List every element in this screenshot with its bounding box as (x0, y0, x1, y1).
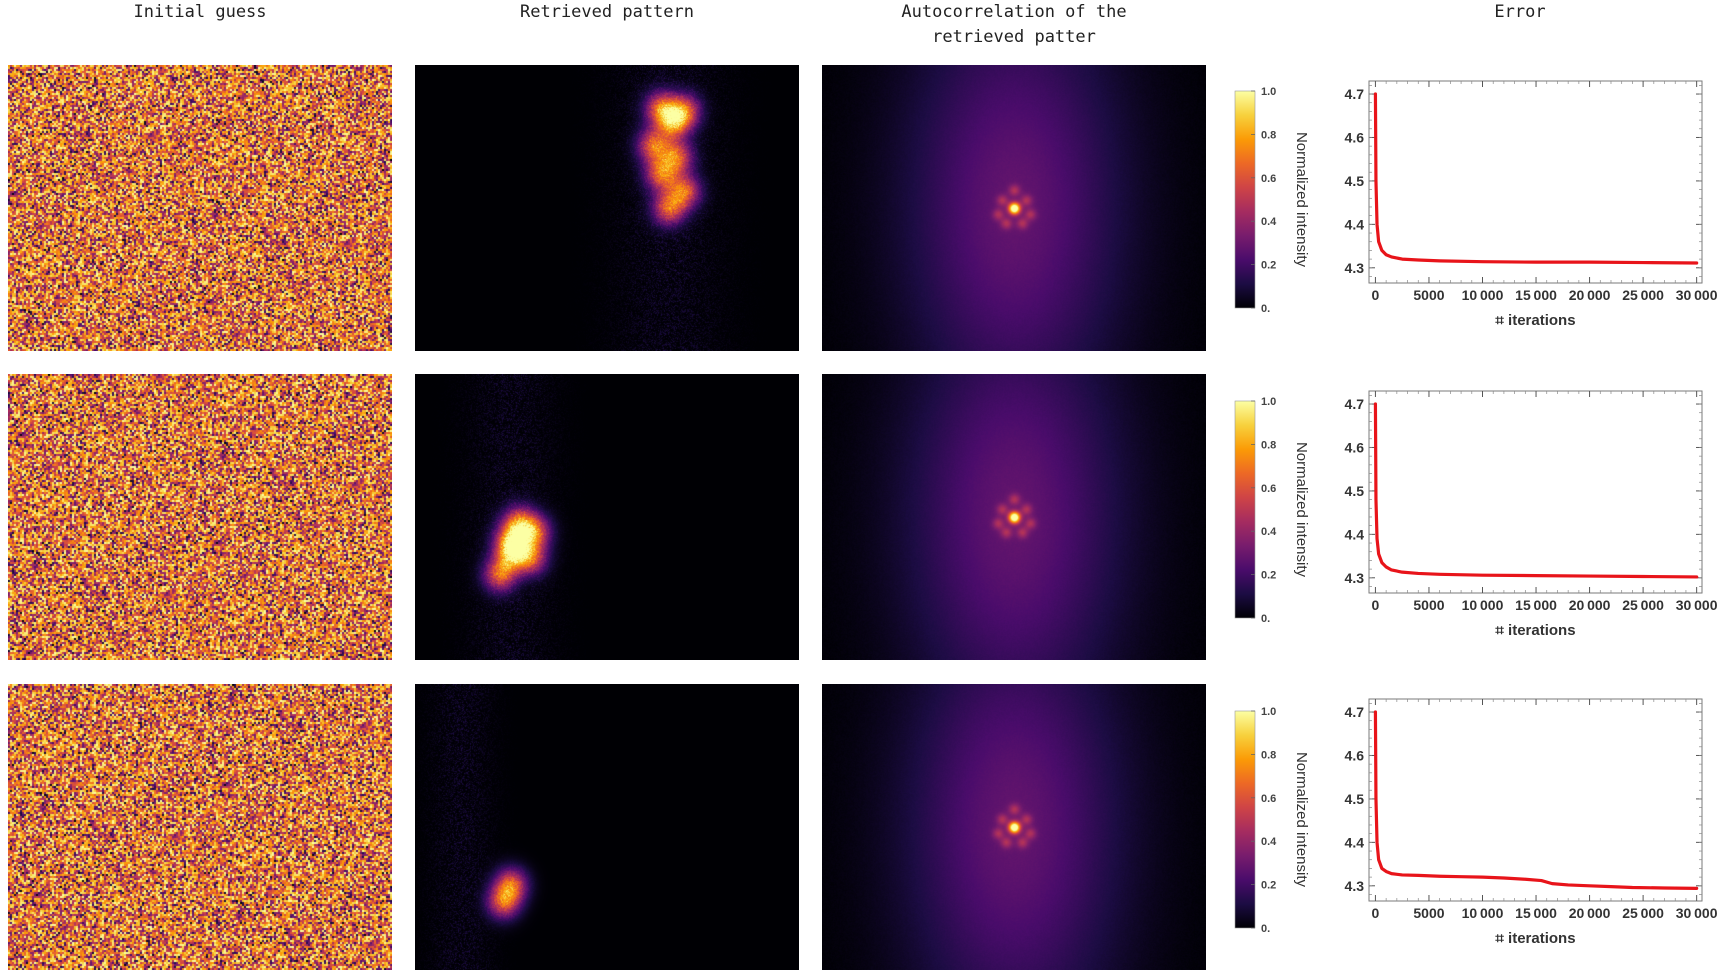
x-tick-label: 30 000 (1676, 287, 1718, 303)
colorbar-gradient (1234, 400, 1256, 619)
colorbar-tick-label: 0. (1261, 613, 1270, 625)
autocorrelation-image-3 (822, 684, 1206, 970)
colorbar-tick-label: 0. (1261, 303, 1270, 315)
x-tick-label: 10 000 (1462, 905, 1504, 921)
error-plot-2: 4.7 4.6 4.5 4.4 4.3 0 5000 10 000 15 000 20 000 25… (1345, 390, 1718, 639)
x-tick-label: 15 000 (1515, 287, 1557, 303)
y-tick-label: 4.6 (1345, 747, 1365, 763)
x-tick-label: 5000 (1413, 597, 1444, 613)
y-tick-label: 4.6 (1345, 129, 1365, 145)
colorbar-label: Normalized intensity (1293, 442, 1310, 578)
x-tick-label: 0 (1372, 597, 1380, 613)
colorbar-tick-label: 0.2 (1261, 880, 1276, 892)
y-tick-label: 4.3 (1345, 878, 1365, 894)
initial-guess-image-1 (8, 65, 392, 351)
autocorrelation-image-1 (822, 65, 1206, 351)
colorbar-tick-label: 0.4 (1261, 526, 1277, 538)
y-tick-label: 4.4 (1345, 216, 1365, 232)
x-tick-label: 5000 (1413, 287, 1444, 303)
plot-frame (1368, 390, 1703, 594)
x-tick-label: 25 000 (1622, 905, 1664, 921)
retrieved-pattern-image-1 (415, 65, 799, 351)
x-tick-label: 15 000 (1515, 905, 1557, 921)
colorbar-tick-label: 1.0 (1261, 396, 1276, 408)
colorbar-1: 1.0 0.8 0.6 0.4 0.2 0. Normalized intensity (1234, 86, 1310, 315)
retrieved-pattern-image-3 (415, 684, 799, 970)
y-tick-label: 4.3 (1345, 570, 1365, 586)
error-plot-3: 4.7 4.6 4.5 4.4 4.3 0 5000 10 000 15 000 20 000 25… (1345, 698, 1718, 947)
colorbar-tick-label: 0.4 (1261, 836, 1277, 848)
colorbar-tick-label: 1.0 (1261, 706, 1276, 718)
colorbar-tick-label: 0.6 (1261, 793, 1276, 805)
y-tick-label: 4.7 (1345, 704, 1365, 720)
colorbar-tick-label: 0.8 (1261, 129, 1276, 141)
colorbar-2: 1.0 0.8 0.6 0.4 0.2 0. Normalized intensity (1234, 396, 1310, 625)
colorbar-tick-label: 0.8 (1261, 439, 1276, 451)
initial-guess-image-3 (8, 684, 392, 970)
x-tick-label: 20 000 (1569, 905, 1611, 921)
colorbar-tick-label: 0.2 (1261, 570, 1276, 582)
x-tick-label: 10 000 (1462, 597, 1504, 613)
x-tick-label: 0 (1372, 287, 1380, 303)
title-retrieved-pattern: Retrieved pattern (520, 2, 694, 22)
x-tick-label: 0 (1372, 905, 1380, 921)
x-tick-label: 15 000 (1515, 597, 1557, 613)
x-axis-label: ⌗ iterations (1494, 312, 1575, 329)
x-tick-label: 30 000 (1676, 905, 1718, 921)
title-error: Error (1494, 2, 1546, 22)
y-tick-label: 4.3 (1345, 260, 1365, 276)
colorbar-tick-label: 0.6 (1261, 173, 1276, 185)
plot-frame (1368, 698, 1703, 902)
retrieved-pattern-image-2 (415, 374, 799, 660)
plot-frame (1368, 80, 1703, 284)
autocorrelation-image-2 (822, 374, 1206, 660)
y-tick-label: 4.7 (1345, 396, 1365, 412)
x-tick-label: 10 000 (1462, 287, 1504, 303)
y-tick-label: 4.7 (1345, 86, 1365, 102)
colorbar-tick-label: 1.0 (1261, 86, 1276, 98)
error-plot-1: 4.7 4.6 4.5 4.4 4.3 0 5000 10 000 15 000 20 000 25… (1345, 80, 1718, 329)
y-tick-label: 4.4 (1345, 526, 1365, 542)
title-autocorrelation: Autocorrelation of the retrieved patter (901, 2, 1127, 47)
colorbar-tick-label: 0.8 (1261, 749, 1276, 761)
colorbar-tick-label: 0.2 (1261, 260, 1276, 272)
colorbar-3: 1.0 0.8 0.6 0.4 0.2 0. Normalized intensity (1234, 706, 1310, 935)
x-tick-label: 20 000 (1569, 287, 1611, 303)
colorbar-label: Normalized intensity (1293, 132, 1310, 268)
title-initial-guess: Initial guess (133, 2, 267, 22)
x-tick-label: 25 000 (1622, 287, 1664, 303)
colorbar-tick-label: 0.6 (1261, 483, 1276, 495)
error-series-line (1373, 710, 1699, 890)
colorbar-tick-label: 0. (1261, 923, 1270, 935)
x-tick-label: 5000 (1413, 905, 1444, 921)
colorbar-label: Normalized intensity (1293, 752, 1310, 888)
error-series-line (1373, 92, 1699, 265)
colorbar-gradient (1234, 710, 1256, 929)
x-axis-label: ⌗ iterations (1494, 622, 1575, 639)
colorbar-tick-label: 0.4 (1261, 216, 1277, 228)
y-tick-label: 4.4 (1345, 834, 1365, 850)
error-series-line (1373, 402, 1699, 579)
y-tick-label: 4.6 (1345, 439, 1365, 455)
y-tick-label: 4.5 (1345, 173, 1365, 189)
initial-guess-image-2 (8, 374, 392, 660)
y-tick-label: 4.5 (1345, 483, 1365, 499)
x-axis-label: ⌗ iterations (1494, 930, 1575, 947)
x-tick-label: 30 000 (1676, 597, 1718, 613)
x-tick-label: 25 000 (1622, 597, 1664, 613)
x-tick-label: 20 000 (1569, 597, 1611, 613)
y-tick-label: 4.5 (1345, 791, 1365, 807)
colorbar-gradient (1234, 90, 1256, 309)
